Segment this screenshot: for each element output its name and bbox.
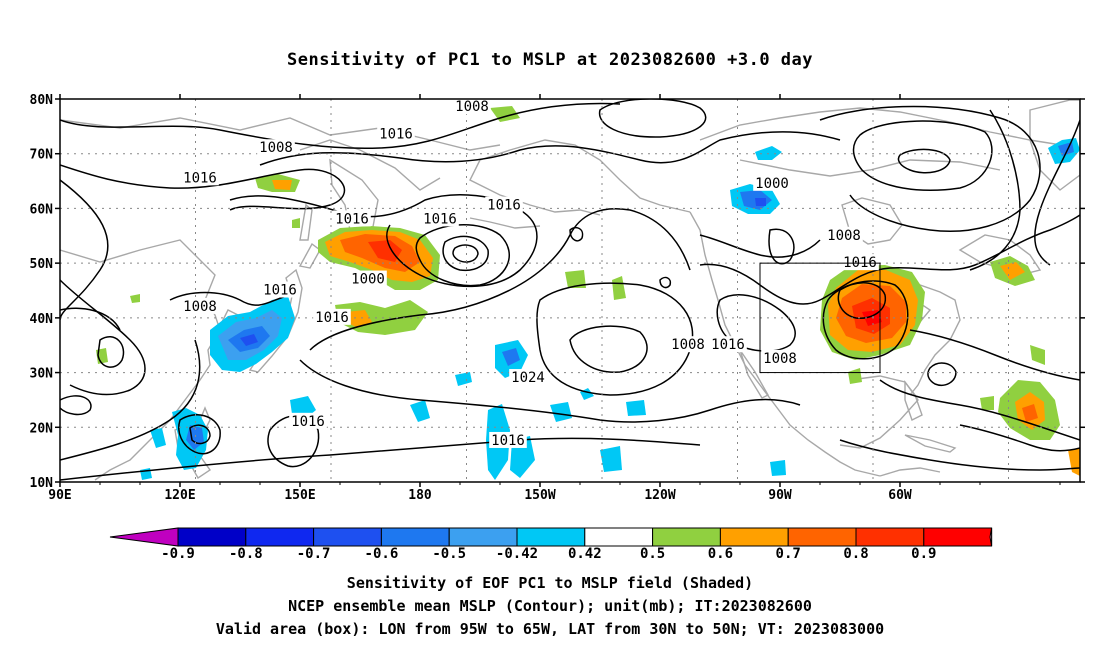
lat-tick-label: 60N	[30, 202, 54, 217]
contour-label: 1008	[763, 351, 797, 367]
colorbar-labels: -0.9 -0.8 -0.7 -0.6 -0.5 -0.42 0.42 0.5 0.6 0.7 0.…	[161, 546, 936, 562]
contour-label: 1016	[263, 283, 297, 299]
contour-label-bg	[453, 99, 491, 115]
contour-label: 1016	[315, 310, 349, 326]
lon-tick-label: 90W	[768, 488, 792, 503]
colorbar-swatch	[516, 527, 586, 547]
contour-label-bg	[709, 336, 747, 353]
contour-label: 1016	[423, 211, 457, 227]
contour-label: 1008	[671, 337, 705, 353]
colorbar-label: 0.42	[568, 546, 602, 562]
contour-label-bg	[841, 254, 879, 271]
contour-label: 1016	[335, 211, 369, 227]
colorbar-swatch	[245, 527, 315, 547]
lon-tick-label: 150E	[284, 488, 315, 503]
lat-tick-label: 30N	[30, 367, 54, 382]
lat-tick-label: 10N	[30, 476, 54, 491]
axis-ticks	[55, 94, 1085, 487]
contour-label: 1016	[487, 198, 521, 214]
lat-tick-label: 50N	[30, 257, 54, 272]
lon-tick-label: 150W	[524, 488, 555, 503]
colorbar-swatch	[923, 527, 993, 547]
colorbar-swatch	[380, 527, 450, 547]
contour-label: 1016	[711, 337, 745, 353]
contour-label: 1016	[379, 127, 413, 143]
contour-label-bg	[313, 308, 351, 325]
contour-label: 1008	[259, 140, 293, 156]
contour-label-bg	[509, 369, 547, 386]
colorbar-label: 0.8	[843, 546, 868, 562]
lat-tick-label: 20N	[30, 421, 54, 436]
contour-label-bg	[753, 174, 791, 191]
contour-label: 1016	[183, 170, 217, 186]
contour-label-bg	[289, 412, 327, 429]
contour-label-bg	[825, 226, 863, 243]
contour-labels: 1008 1016 1008 1016 1000 1016 1016 1016 1008 1016…	[181, 99, 879, 449]
contour-label: 1008	[183, 299, 217, 315]
lon-tick-label: 90E	[48, 488, 71, 503]
contour-label: 1008	[827, 228, 861, 244]
contour-label-bg	[261, 281, 299, 298]
colorbar-right-triangle	[989, 527, 993, 547]
contour-label-bg	[257, 139, 295, 156]
lat-tick-label: 40N	[30, 312, 54, 327]
lon-tick-label: 60W	[888, 488, 912, 503]
contour-label: 1016	[291, 414, 325, 430]
lat-tick-label: 70N	[30, 148, 54, 163]
contour-label-bg	[669, 336, 707, 353]
contour-label-bg	[181, 297, 219, 314]
colorbar-label: 0.7	[776, 546, 801, 562]
lon-tick-label: 180	[408, 488, 432, 503]
colorbar-swatches	[109, 527, 993, 547]
colorbar-label: 0.9	[911, 546, 936, 562]
colorbar-swatch	[177, 527, 247, 547]
caption-valid-area: Valid area (box): LON from 95W to 65W, L…	[215, 620, 885, 638]
contour-label: 1008	[455, 99, 489, 115]
colorbar-swatch	[787, 527, 857, 547]
colorbar-label: -0.8	[229, 546, 263, 562]
contour-label-bg	[349, 270, 387, 287]
colorbar-label: -0.7	[297, 546, 331, 562]
colorbar-label: -0.5	[432, 546, 466, 562]
valid-area-box	[759, 262, 881, 374]
colorbar-label: -0.6	[365, 546, 399, 562]
colorbar-label: 0.6	[708, 546, 733, 562]
lon-tick-label: 120W	[644, 488, 675, 503]
contour-label-bg	[377, 125, 415, 142]
colorbar-label: -0.42	[496, 546, 538, 562]
colorbar-label: -0.9	[161, 546, 195, 562]
colorbar-swatch	[313, 527, 382, 547]
lat-tick-label: 80N	[30, 93, 54, 108]
colorbar: -0.9 -0.8 -0.7 -0.6 -0.5 -0.42 0.42 0.5 0.6 0.7 0.…	[109, 527, 993, 562]
contour-label: 1024	[511, 370, 545, 386]
caption-shading: Sensitivity of EOF PC1 to MSLP field (Sh…	[346, 574, 754, 592]
contour-label: 1000	[755, 176, 789, 192]
lon-tick-label: 120E	[164, 488, 195, 503]
colorbar-swatch	[584, 527, 654, 547]
colorbar-swatch	[448, 527, 518, 547]
colorbar-swatch	[719, 527, 789, 547]
contour-label-bg	[333, 210, 371, 227]
contour-label: 1016	[491, 433, 525, 449]
colorbar-swatch	[855, 527, 925, 547]
caption-contour: NCEP ensemble mean MSLP (Contour); unit(…	[288, 597, 812, 615]
contour-label: 1000	[351, 272, 385, 288]
chart-title: Sensitivity of PC1 to MSLP at 2023082600…	[286, 50, 813, 70]
map-frame	[59, 98, 1081, 483]
contour-label-bg	[421, 210, 459, 227]
contour-label-bg	[761, 349, 799, 366]
sensitivity-map: 1008 1016 1008 1016 1000 1016 1016 1016 1008 1016…	[30, 93, 1085, 503]
contour-label-bg	[489, 431, 527, 448]
contour-label-bg	[485, 196, 523, 213]
contour-label-bg	[181, 169, 219, 186]
colorbar-label: 0.5	[640, 546, 665, 562]
colorbar-left-triangle	[109, 527, 179, 547]
gridlines	[60, 99, 1080, 482]
colorbar-swatch	[652, 527, 721, 547]
